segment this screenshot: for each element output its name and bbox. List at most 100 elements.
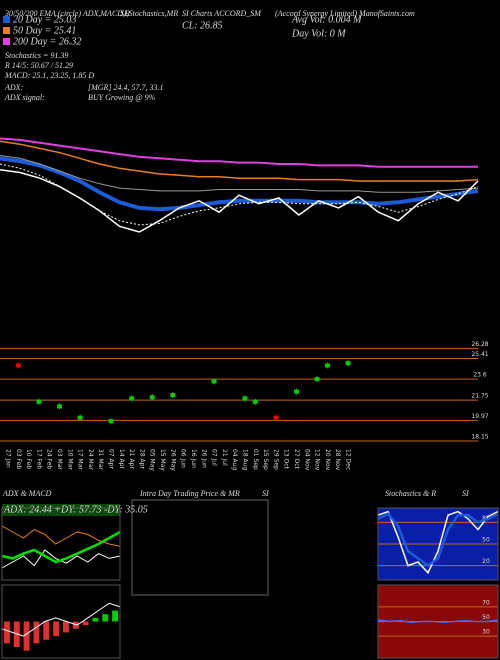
bar	[102, 614, 109, 622]
y-tick-label: 19.97	[471, 413, 488, 420]
x-tick-label: 28 Nov	[334, 449, 341, 471]
bar	[62, 621, 69, 633]
y-tick-label: 30	[482, 629, 490, 636]
x-tick-label: 13 Oct	[283, 449, 290, 470]
line	[377, 510, 499, 575]
x-tick-label: 03 Feb	[15, 449, 22, 469]
x-tick-label: 05 May	[149, 449, 156, 471]
line	[0, 163, 479, 226]
x-tick-label: 17 Feb	[35, 449, 42, 469]
x-tick-label: 04 Nov	[303, 449, 310, 471]
panel-border	[1, 507, 121, 581]
bar	[82, 621, 89, 626]
x-tick-label: 03 Mar	[56, 449, 63, 470]
stochastics: Stochastics = 91.39	[5, 51, 68, 60]
x-tick-label: 24 Mar	[87, 449, 94, 470]
candle	[345, 361, 351, 366]
candle	[314, 377, 320, 382]
header-text: 30/50/200 EMA (circle) ADX,MACD,R	[4, 9, 130, 18]
x-tick-label: 31 Mar	[97, 449, 104, 470]
bar	[3, 621, 10, 644]
line	[0, 156, 479, 212]
header-text: SI,Stochastics,MR	[120, 9, 178, 18]
x-tick-label: 04 Aug	[231, 449, 238, 470]
line	[1, 602, 121, 637]
panel-label: ADX: 24.44 +DY: 57.73 -DY: 35.05	[3, 504, 148, 515]
y-tick-label: 21.75	[471, 393, 488, 400]
line	[1, 525, 121, 547]
candle	[211, 379, 217, 384]
x-tick-label: 10 Feb	[25, 449, 32, 469]
rsi: R 14/5: 50.67 / 51.29	[4, 61, 73, 70]
adx-signal-label: ADX signal:	[4, 93, 45, 102]
panel-title: Intra Day Trading Price & MR	[139, 489, 240, 498]
intraday-panel	[131, 499, 269, 596]
y-tick-label: 26.28	[471, 341, 488, 348]
candle	[36, 399, 42, 404]
x-tick-label: 27 Jan	[5, 449, 12, 468]
panel-title: SI	[262, 489, 269, 498]
panel-title: Stochastics & R	[385, 489, 436, 498]
y-tick-label: 70	[482, 599, 490, 606]
bar	[23, 621, 30, 651]
panel-border	[377, 507, 499, 581]
x-tick-label: 28 Apr	[138, 449, 145, 469]
close: CL: 26.85	[182, 20, 223, 31]
x-tick-label: 07 Jul	[211, 449, 218, 466]
candle	[293, 389, 299, 394]
avg-vol: Avg Vol: 0.004 M	[291, 14, 362, 25]
candle	[129, 396, 135, 401]
x-tick-label: 16 Jun	[190, 449, 197, 468]
x-tick-label: 26 Jun	[200, 449, 207, 468]
candle	[273, 415, 279, 420]
x-tick-label: 15 Sep	[262, 449, 269, 470]
adx-signal: BUY Growing @ 9%	[88, 93, 156, 102]
adx-label: ADX:	[4, 83, 24, 92]
x-tick-label: 26 May	[169, 449, 176, 471]
line	[1, 530, 121, 564]
x-tick-label: 21 Jul	[221, 449, 228, 466]
line	[377, 619, 499, 623]
candle	[108, 419, 114, 424]
legend-entry: 50 Day = 25.41	[13, 25, 76, 36]
x-tick-label: 15 May	[159, 449, 166, 471]
legend-entry: 20 Day = 25.03	[13, 14, 76, 25]
panel-border	[1, 584, 121, 659]
line	[0, 168, 479, 233]
bar	[112, 610, 119, 622]
x-tick-label: 27 Oct	[293, 449, 300, 470]
bar	[92, 617, 99, 622]
label-box	[2, 504, 120, 516]
x-tick-label: 06 Jun	[180, 449, 187, 468]
line	[377, 512, 499, 568]
macd: MACD: 25.1, 23.25, 1.85 D	[4, 71, 94, 80]
x-tick-label: 12 Dec	[345, 449, 352, 470]
panel-title: SI	[462, 489, 469, 498]
line	[0, 155, 479, 193]
x-tick-label: 20 Nov	[324, 449, 331, 471]
x-tick-label: 01 Sep	[252, 449, 259, 470]
x-tick-label: 29 Sep	[272, 449, 279, 470]
candle	[252, 399, 258, 404]
line	[0, 140, 479, 182]
bar	[33, 621, 40, 644]
candle	[324, 363, 330, 368]
candle	[15, 363, 21, 368]
candle	[149, 395, 155, 400]
y-tick-label: 23.6	[473, 372, 487, 379]
x-tick-label: 18 Aug	[241, 449, 248, 470]
bar	[43, 621, 50, 640]
y-tick-label: 18.15	[471, 434, 488, 441]
y-tick-label: 50	[482, 537, 490, 544]
candle	[170, 393, 176, 397]
adx-value: [MGR] 24.4, 57.7, 33.1	[88, 83, 164, 92]
bar	[53, 621, 60, 637]
candle	[242, 396, 248, 401]
x-tick-label: 17 Mar	[77, 449, 84, 470]
x-tick-label: 21 Apr	[128, 449, 135, 469]
y-tick-label: 25.41	[471, 351, 488, 358]
candle	[57, 404, 63, 409]
panel-border	[377, 584, 499, 659]
